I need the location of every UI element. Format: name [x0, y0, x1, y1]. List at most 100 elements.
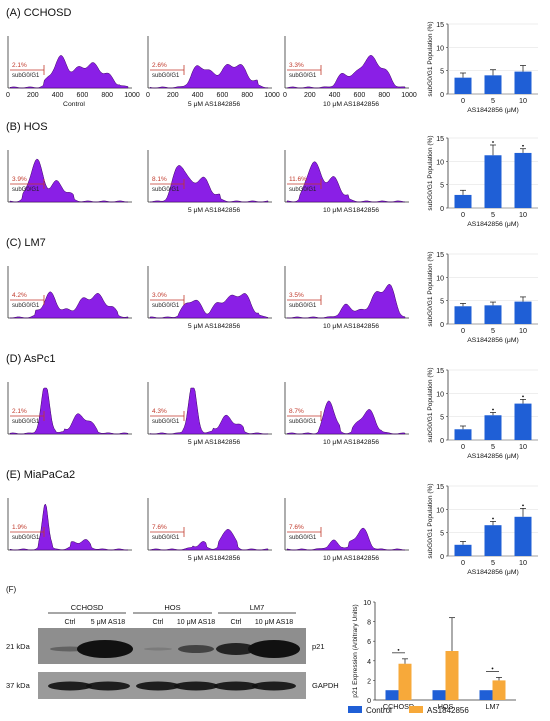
panel-label: (B) HOS	[6, 121, 48, 133]
histogram-tick-label: 0	[6, 92, 10, 99]
histogram: 2.1% subG0/G1 0 200 400 600 800 1000 Control	[6, 36, 140, 108]
histogram-caption: 10 μM AS1842856	[323, 207, 379, 214]
p21-band	[77, 640, 133, 658]
gate-percent: 11.6%	[289, 176, 307, 183]
histogram-fill	[286, 400, 406, 435]
histogram-tick-label: 400	[329, 92, 341, 99]
x-tick-label: 5	[491, 210, 495, 219]
gate-label: subG0/G1	[152, 303, 180, 309]
x-axis-label: AS1842856 (μM)	[467, 569, 519, 576]
gapdh-band	[174, 681, 218, 691]
panel-0: (A) CCHOSD 2.1% subG0/G1 0 200 400 600 800 1000 C…	[6, 7, 417, 108]
histogram-fill	[149, 387, 269, 435]
histogram: 2.6% subG0/G1 0 200 400 600 800 1000 5 μM AS1842…	[146, 36, 280, 108]
gate-label: subG0/G1	[289, 73, 317, 79]
gate-percent: 3.0%	[152, 292, 167, 299]
significance-mark	[492, 517, 494, 520]
histogram-tick-label: 400	[192, 92, 204, 99]
histogram-fill	[10, 291, 129, 319]
x-axis-label: AS1842856 (μM)	[467, 337, 519, 344]
western-blot: (F) CCHOSD HOS LM7 Ctrl 5 μM AS18 Ctrl 10 μM AS…	[6, 585, 339, 699]
gate-percent: 8.7%	[289, 408, 304, 415]
histogram-fill	[286, 527, 406, 551]
histogram: 7.6% subG0/G1 10 μM AS1842856	[284, 498, 409, 562]
y-axis-label: p21 Expression (Arbitrary Units)	[352, 604, 359, 697]
y-tick-label: 0	[440, 92, 444, 99]
histogram-caption: 10 μM AS1842856	[323, 555, 379, 562]
gate-label: subG0/G1	[12, 73, 40, 79]
histogram-caption: 5 μM AS1842856	[188, 555, 241, 562]
lane-label: 10 μM AS18	[177, 619, 215, 626]
y-tick-label: 0	[440, 322, 444, 329]
bar	[484, 155, 502, 208]
x-axis-label: AS1842856 (μM)	[467, 221, 519, 228]
gate-label: subG0/G1	[152, 419, 180, 425]
panel-label: (D) AsPc1	[6, 353, 56, 365]
histogram-caption: 10 μM AS1842856	[323, 439, 379, 446]
y-tick-label: 0	[367, 698, 371, 705]
histogram-tick-label: 800	[101, 92, 113, 99]
gate-percent: 1.9%	[12, 524, 27, 531]
histogram: 2.1% subG0/G1	[7, 382, 132, 435]
panel-3: (D) AsPc1 2.1% subG0/G1 4.3% subG0/G1 5 μM AS…	[6, 353, 409, 446]
significance-mark	[492, 141, 494, 143]
panel-4: (E) MiaPaCa2 1.9% subG0/G1 7.6% subG0/G1 5 μM…	[6, 469, 409, 562]
x-tick-label: CCHOSD	[383, 702, 414, 711]
p21-band	[216, 643, 256, 655]
histogram-tick-label: 1000	[124, 92, 140, 99]
histogram-caption: 5 μM AS1842856	[188, 439, 241, 446]
histogram: 7.6% subG0/G1 5 μM AS1842856	[147, 498, 272, 562]
y-tick-label: 5	[440, 183, 444, 190]
histogram-fill	[9, 387, 129, 435]
x-tick-label: 10	[519, 558, 527, 567]
y-tick-label: 10	[436, 275, 444, 282]
bar	[484, 305, 502, 324]
panel-2: (C) LM7 4.2% subG0/G1 3.0% subG0/G1 5 μM AS18…	[6, 237, 409, 330]
histogram-caption: Control	[63, 101, 85, 108]
x-tick-label: 10	[519, 442, 527, 451]
significance-mark	[522, 504, 524, 507]
gapdh-band	[214, 681, 258, 691]
bar	[398, 663, 412, 700]
x-tick-label: 0	[461, 96, 465, 105]
p21-band	[178, 645, 214, 653]
legend-swatch-control	[348, 706, 362, 713]
histogram-fill	[9, 503, 129, 551]
lane-label: Ctrl	[231, 619, 242, 626]
gate-label: subG0/G1	[152, 73, 180, 79]
gate-percent: 2.6%	[152, 62, 167, 69]
histogram-tick-label: 600	[77, 92, 89, 99]
histogram-fill	[286, 284, 406, 319]
bar	[514, 71, 532, 94]
gate-percent: 8.1%	[152, 176, 167, 183]
histogram: 4.2% subG0/G1	[7, 266, 132, 319]
histogram-fill	[9, 55, 129, 89]
significance-mark	[492, 408, 494, 411]
p21-band	[248, 640, 300, 658]
gate-percent: 2.1%	[12, 62, 27, 69]
y-tick-label: 5	[440, 531, 444, 538]
p21-band	[144, 647, 172, 651]
protein-label: p21	[312, 642, 325, 651]
gate-label: subG0/G1	[12, 535, 40, 541]
x-tick-label: 10	[519, 210, 527, 219]
bar	[484, 75, 502, 94]
gapdh-band	[252, 681, 296, 691]
blot-group-label: HOS	[164, 603, 180, 612]
bar	[445, 651, 459, 700]
gate-label: subG0/G1	[289, 535, 317, 541]
lane-label: Ctrl	[153, 619, 164, 626]
gate-percent: 7.6%	[289, 524, 304, 531]
histogram-fill	[149, 529, 269, 551]
panel-label: (C) LM7	[6, 237, 46, 249]
kda-label: 37 kDa	[6, 681, 31, 690]
histogram: 3.3% subG0/G1 0 200 400 600 800 1000 10 μM AS184…	[283, 36, 417, 108]
gate-percent: 4.2%	[12, 292, 27, 299]
y-tick-label: 15	[436, 136, 444, 143]
y-tick-label: 15	[436, 252, 444, 259]
histogram-caption: 10 μM AS1842856	[323, 101, 379, 108]
histogram-fill	[149, 64, 269, 89]
y-tick-label: 5	[440, 415, 444, 422]
